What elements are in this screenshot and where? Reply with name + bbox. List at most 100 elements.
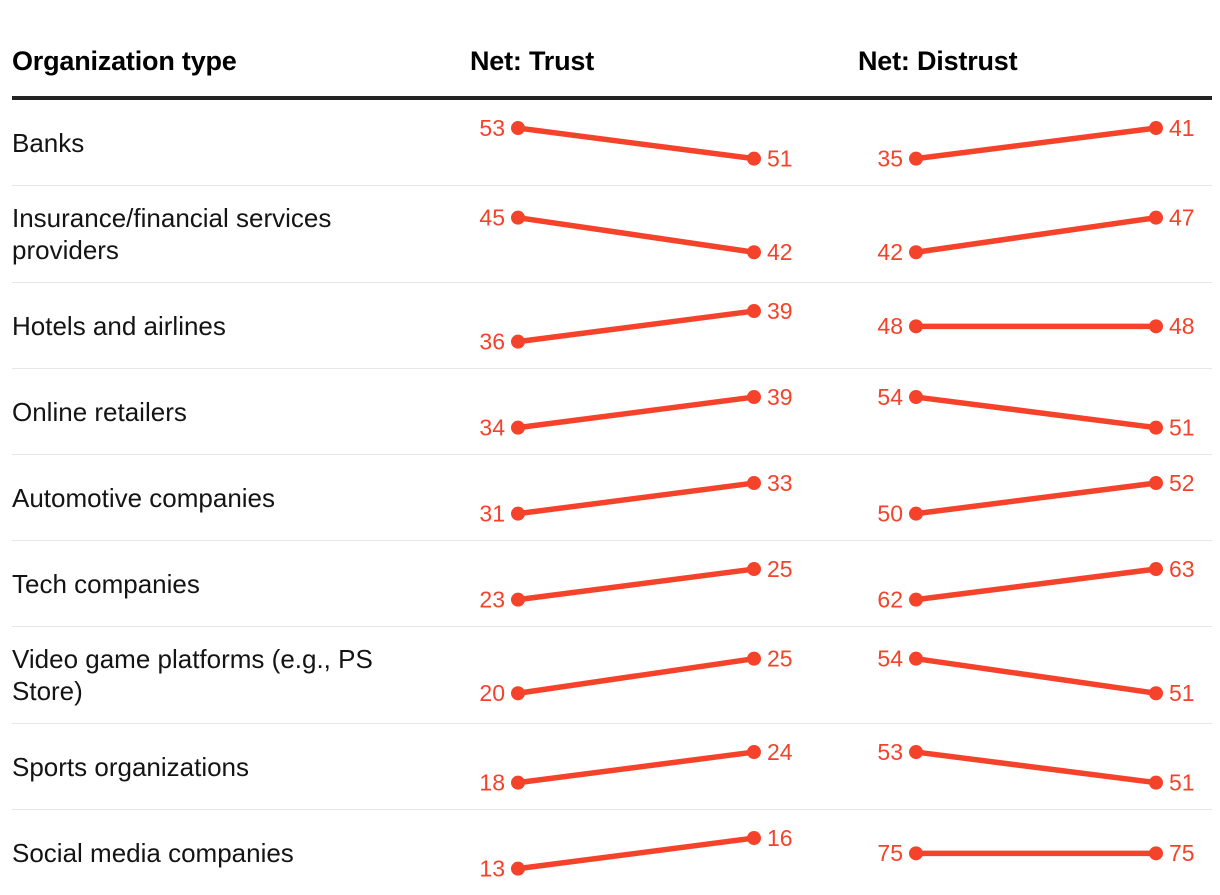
slope-dot-start [511,861,525,876]
row-label: Social media companies [12,837,294,868]
slope-dot-start [511,592,525,607]
slope-dot-end [747,745,761,760]
net-trust-slope-chart: 34 39 [460,369,810,454]
slope-dot-end [747,831,761,846]
table-row: Hotels and airlines 36 39 48 48 [12,283,1212,369]
slope-dot-start [909,245,923,260]
net-trust-slope-chart: 20 25 [460,627,810,723]
slope-dot-start [909,592,923,607]
slope-line [517,394,755,431]
slope-chart-svg: 54 51 [877,384,1194,441]
value-label-start: 23 [479,586,505,612]
row-label: Insurance/financial services providers [12,203,332,265]
slope-line [915,125,1157,162]
value-label-start: 53 [479,115,505,141]
slope-line [517,214,755,255]
value-label-start: 13 [479,855,505,881]
slope-line [517,125,755,162]
slope-dot-end [1149,121,1163,136]
slope-chart-svg: 34 39 [479,384,793,441]
slope-dot-start [511,121,525,136]
slope-dot-start [511,334,525,349]
slope-line [517,655,755,696]
slope-chart-svg: 54 51 [877,646,1195,707]
slope-dot-end [747,304,761,319]
table-row: Automotive companies 31 33 50 52 [12,455,1212,541]
slope-dot-start [511,686,525,701]
column-header-net-trust: Net: Trust [470,46,595,76]
value-label-end: 51 [1169,769,1195,795]
slope-line [915,214,1157,255]
slope-line [517,835,755,872]
slope-line [517,308,755,345]
value-label-end: 25 [767,646,793,672]
value-label-end: 39 [767,298,793,324]
net-trust-slope-chart: 13 16 [460,810,810,895]
table-row: Online retailers 34 39 54 51 [12,369,1212,455]
slope-line [517,749,755,786]
table-row: Tech companies 23 25 62 63 [12,541,1212,627]
slope-chart-svg: 45 42 [479,205,792,266]
net-trust-slope-chart: 31 33 [460,455,810,540]
slope-chart-svg: 35 41 [877,115,1194,172]
column-header-net-distrust: Net: Distrust [858,46,1018,76]
value-label-end: 33 [767,470,793,496]
net-trust-slope-chart: 53 51 [460,100,810,185]
net-distrust-slope-chart: 48 48 [858,283,1212,368]
value-label-end: 16 [767,825,793,851]
slope-dot-end [747,245,761,260]
value-label-start: 54 [877,384,903,410]
slope-chart-svg: 48 48 [877,313,1194,339]
value-label-start: 54 [877,646,903,672]
value-label-end: 47 [1169,205,1195,231]
value-label-start: 48 [877,313,903,339]
net-trust-slope-chart: 23 25 [460,541,810,626]
slope-chart-svg: 13 16 [479,825,793,882]
slope-chart-svg: 75 75 [877,840,1194,866]
net-trust-slope-chart: 45 42 [460,186,810,282]
value-label-end: 52 [1169,470,1195,496]
value-label-start: 75 [877,840,903,866]
net-distrust-slope-chart: 50 52 [858,455,1212,540]
net-distrust-slope-chart: 54 51 [858,627,1212,723]
table-header: Organization type Net: Trust Net: Distru… [12,46,1212,100]
slope-line [915,566,1157,603]
slope-chart-svg: 36 39 [479,298,793,355]
net-distrust-slope-chart: 62 63 [858,541,1212,626]
slope-chart-svg: 53 51 [479,115,792,172]
row-label: Hotels and airlines [12,310,226,341]
table-row: Insurance/financial services providers 45… [12,186,1212,283]
value-label-start: 53 [877,739,903,765]
slope-dot-start [909,506,923,521]
slope-dot-start [909,846,923,861]
slope-dot-start [909,745,923,760]
slope-dot-end [1149,846,1163,861]
slope-dot-start [909,390,923,405]
table-body: Banks 53 51 35 41 Insurance/financial service… [12,100,1212,895]
value-label-end: 39 [767,384,793,410]
slope-dot-end [1149,562,1163,577]
value-label-end: 51 [1169,680,1195,706]
value-label-end: 24 [767,739,793,765]
slope-dot-start [511,210,525,225]
value-label-start: 36 [479,328,505,354]
table-row: Banks 53 51 35 41 [12,100,1212,186]
value-label-end: 25 [767,556,793,582]
value-label-start: 50 [877,500,903,526]
slope-chart-svg: 23 25 [479,556,793,613]
slope-line [915,394,1157,431]
slope-chart-svg: 50 52 [877,470,1195,527]
slope-dot-end [747,476,761,491]
value-label-start: 31 [479,500,505,526]
value-label-start: 20 [479,680,505,706]
slope-dot-end [1149,476,1163,491]
slope-dot-start [909,151,923,166]
slope-dot-start [511,775,525,790]
value-label-end: 63 [1169,556,1195,582]
row-label: Online retailers [12,396,187,427]
slope-chart-svg: 53 51 [877,739,1195,796]
table-row: Sports organizations 18 24 53 51 [12,724,1212,810]
table-row: Video game platforms (e.g., PS Store) 20 2… [12,627,1212,724]
column-header-organization-type: Organization type [12,46,237,76]
value-label-start: 18 [479,769,505,795]
